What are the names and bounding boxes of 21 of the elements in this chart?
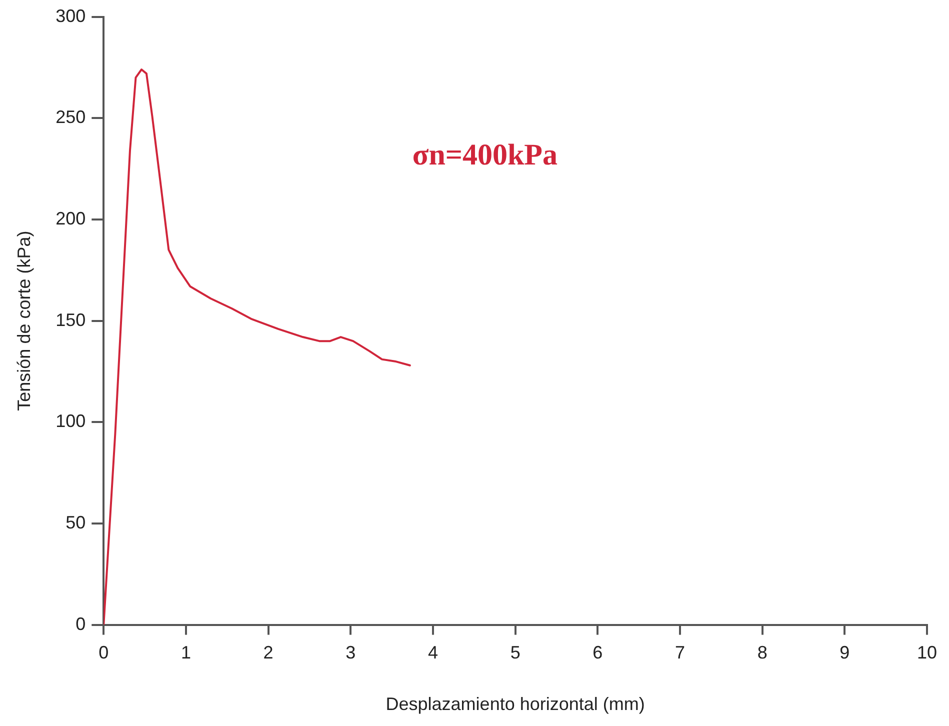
- x-tick-label: 8: [757, 642, 768, 663]
- x-tick-label: 2: [263, 642, 274, 663]
- y-tick-label: 300: [56, 6, 86, 26]
- x-tick-label: 10: [916, 642, 938, 663]
- x-tick-label: 6: [592, 642, 603, 663]
- y-tick-label: 250: [56, 107, 86, 128]
- x-axis-title: Desplazamiento horizontal (mm): [386, 694, 645, 714]
- x-tick-label: 1: [180, 642, 191, 663]
- y-tick-label: 100: [56, 411, 86, 432]
- y-tick-label: 150: [56, 310, 86, 330]
- x-tick-label: 5: [510, 642, 520, 663]
- x-tick-label: 4: [428, 642, 438, 663]
- x-tick-label: 0: [98, 642, 109, 663]
- y-tick-label: 200: [56, 208, 86, 228]
- x-tick-label: 7: [674, 642, 685, 663]
- y-tick-label: 50: [66, 512, 86, 532]
- x-tick-label: 3: [346, 642, 356, 663]
- annotation: σn=400kPa: [412, 138, 558, 172]
- y-tick-label: 0: [76, 614, 86, 634]
- x-tick-label: 9: [840, 642, 850, 663]
- y-axis-title: Tensión de corte (kPa): [14, 230, 34, 411]
